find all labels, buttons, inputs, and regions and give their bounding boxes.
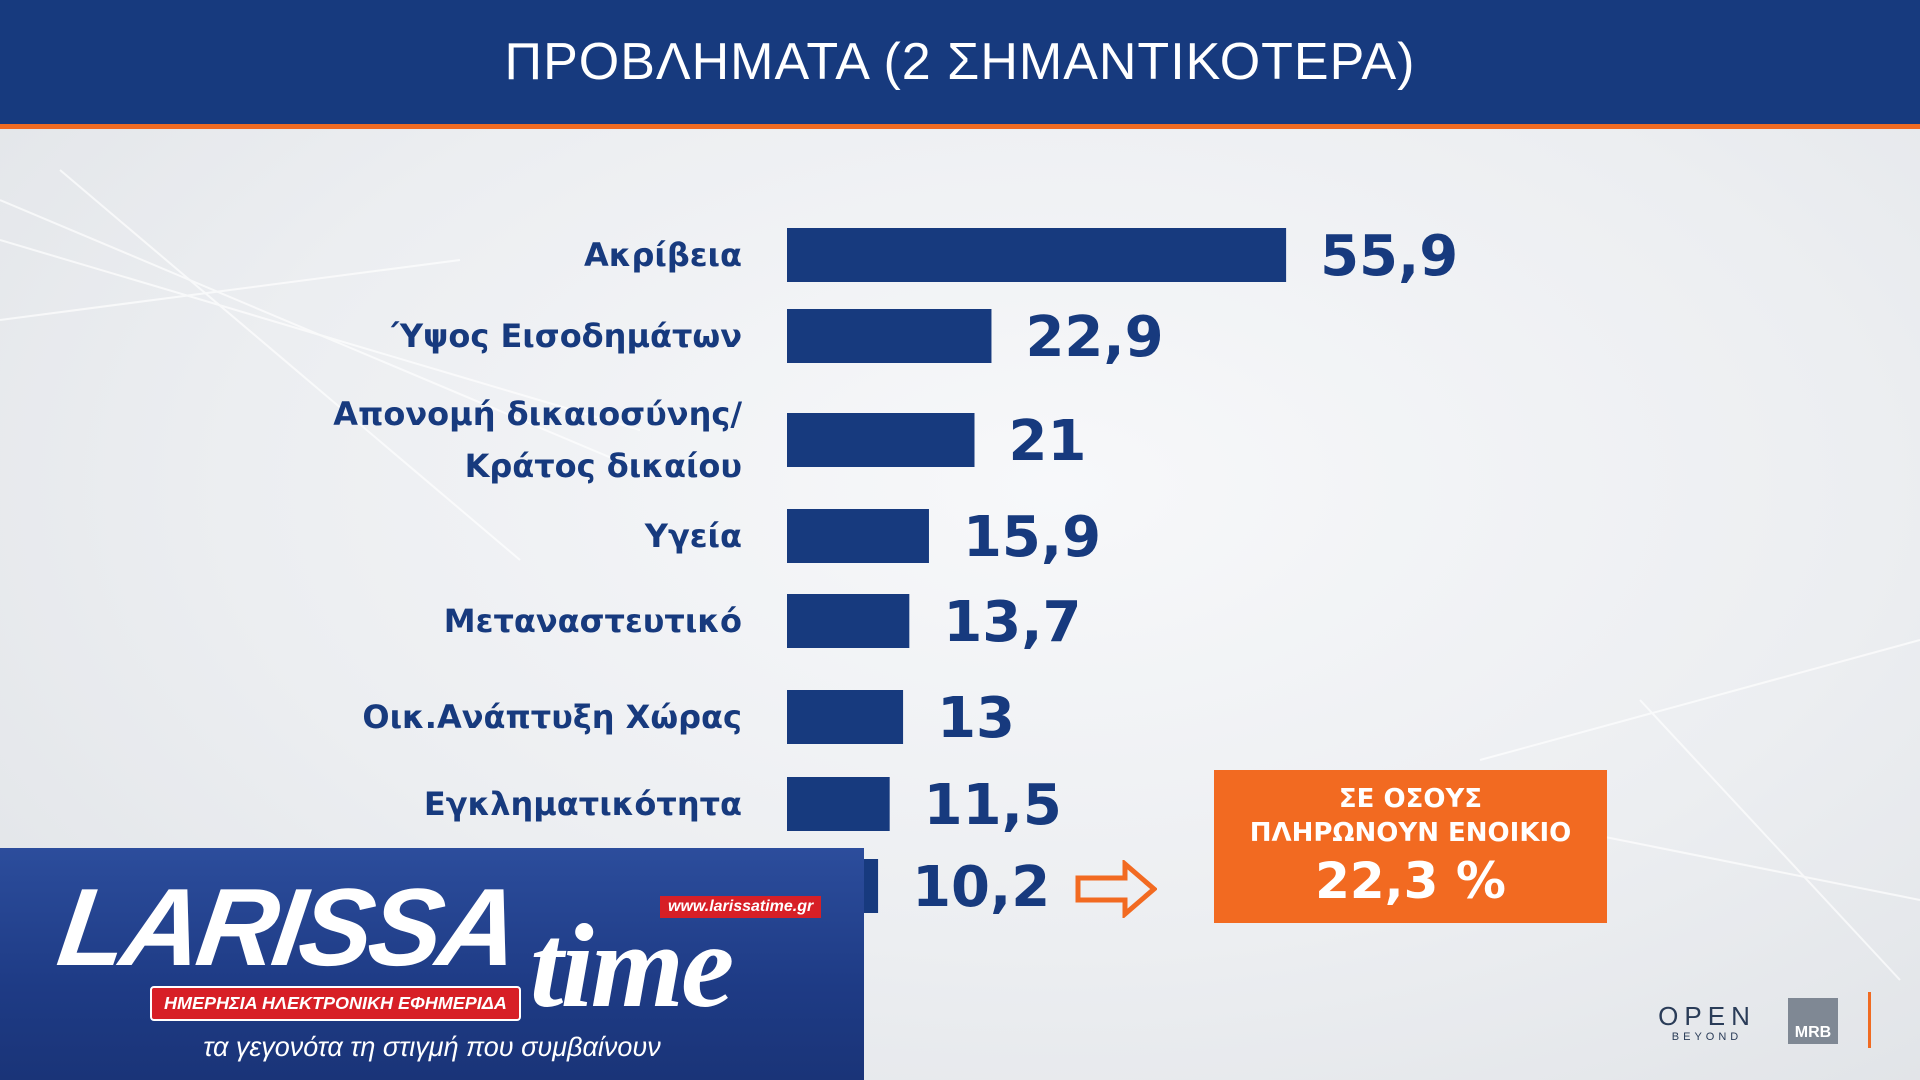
header-bar — [0, 0, 1920, 124]
open-logo-subtext: BEYOND — [1671, 1031, 1743, 1043]
category-label-0: Ακρίβεια — [584, 236, 742, 274]
callout-line1: ΣΕ ΟΣΟΥΣ — [1338, 784, 1483, 814]
bar-3 — [787, 509, 929, 563]
category-label-1: Ύψος Εισοδημάτων — [391, 317, 742, 355]
value-label-2: 21 — [1009, 409, 1087, 474]
value-label-0: 55,9 — [1320, 224, 1458, 289]
bar-1 — [787, 309, 992, 363]
callout-line2: ΠΛΗΡΩΝΟΥΝ ΕΝΟΙΚΙΟ — [1249, 818, 1572, 848]
callout-value: 22,3 % — [1315, 852, 1506, 910]
open-logo-text: OPEN — [1658, 1001, 1756, 1031]
value-label-6: 11,5 — [924, 773, 1062, 838]
value-label-1: 22,9 — [1025, 305, 1163, 370]
logo-time-word: time — [530, 899, 734, 1032]
category-label-3: Υγεία — [644, 517, 742, 555]
larissatime-logo-panel: LARISSA time www.larissatime.gr ΗΜΕΡΗΣΙΑ… — [0, 848, 864, 1080]
value-label-5: 13 — [937, 686, 1015, 751]
bar-2 — [787, 413, 975, 467]
bar-5 — [787, 690, 904, 744]
logo-subtitle: ΗΜΕΡΗΣΙΑ ΗΛΕΚΤΡΟΝΙΚΗ ΕΦΗΜΕΡΙΔΑ — [150, 986, 521, 1021]
category-label-6: Εγκληματικότητα — [424, 785, 742, 823]
logo-tagline: τα γεγονότα τη στιγμή που συμβαίνουν — [203, 1032, 661, 1062]
mrb-logo: MRB — [1788, 998, 1838, 1044]
category-label-4: Μεταναστευτικό — [444, 602, 742, 640]
value-label-3: 15,9 — [963, 505, 1101, 570]
open-beyond-logo: OPEN BEYOND — [1652, 1002, 1762, 1044]
bar-6 — [787, 777, 890, 831]
bar-4 — [787, 594, 910, 648]
logo-wordmark: LARISSA — [51, 866, 524, 989]
category-label-5: Οικ.Ανάπτυξη Χώρας — [362, 698, 742, 736]
mrb-logo-text: MRB — [1794, 1024, 1832, 1041]
category-label-2-line1: Κράτος δικαίου — [465, 447, 742, 485]
value-label-7: 10,2 — [912, 855, 1050, 920]
bar-0 — [787, 228, 1287, 282]
brand-divider — [1868, 992, 1871, 1048]
logo-url: www.larissatime.gr — [660, 896, 822, 918]
value-label-4: 13,7 — [943, 590, 1081, 655]
rent-callout-box: ΣΕ ΟΣΟΥΣ ΠΛΗΡΩΝΟΥΝ ΕΝΟΙΚΙΟ 22,3 % — [1214, 770, 1607, 923]
page-title: ΠΡΟΒΛΗΜΑΤΑ (2 ΣΗΜΑΝΤΙΚΟΤΕΡΑ) — [504, 33, 1416, 91]
header-accent-line — [0, 124, 1920, 129]
category-label-2-line0: Απονομή δικαιοσύνης/ — [333, 395, 742, 433]
right-arrow-outline-icon — [1075, 860, 1157, 918]
